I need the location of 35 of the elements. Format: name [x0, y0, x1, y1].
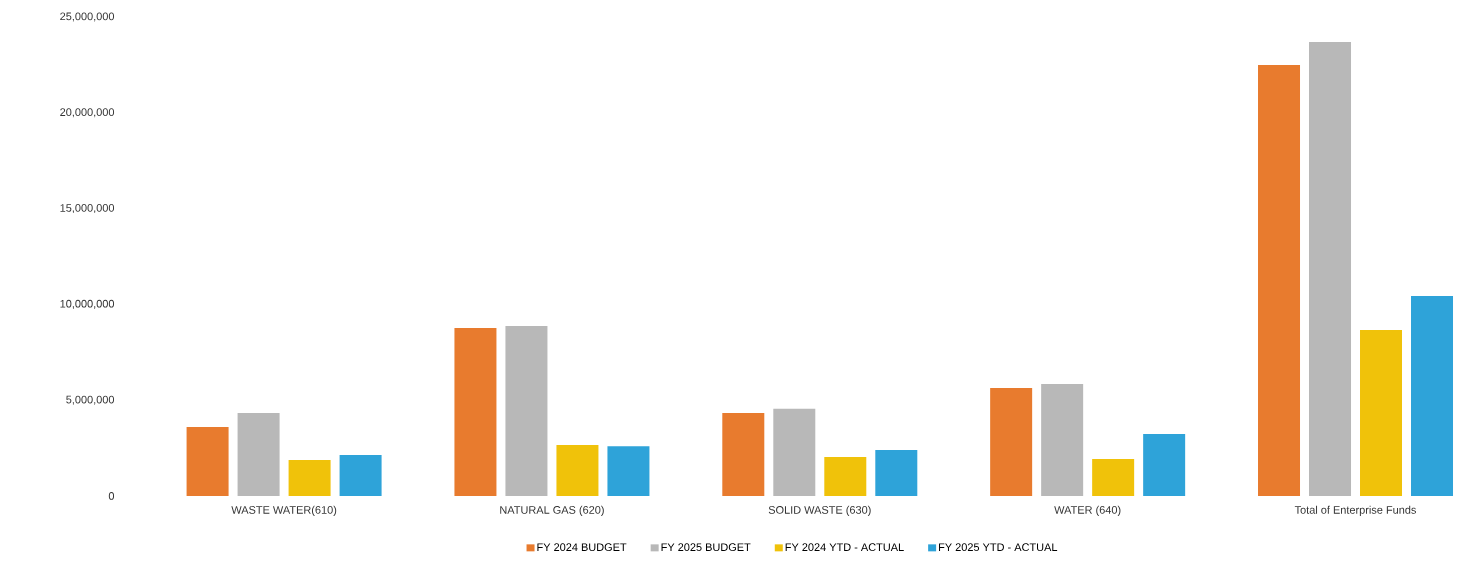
bar [824, 456, 867, 496]
y-tick-label: 15,000,000 [60, 204, 115, 214]
bar [607, 446, 650, 496]
x-tick-label: WASTE WATER(610) [231, 505, 337, 516]
bar [288, 459, 331, 496]
y-tick-label: 5,000,000 [66, 395, 115, 405]
y-tick-label: 20,000,000 [60, 108, 115, 118]
bar [1360, 330, 1403, 496]
bar [186, 427, 229, 496]
y-tick-label: 0 [108, 492, 115, 500]
legend-label: FY 2024 YTD - ACTUAL [785, 543, 904, 552]
bar [556, 445, 599, 496]
bar [505, 326, 548, 496]
x-tick-label: WATER (640) [1054, 505, 1121, 516]
legend-label: FY 2024 BUDGET [537, 543, 627, 552]
bar [1258, 64, 1301, 496]
bar [1041, 383, 1084, 496]
legend-label: FY 2025 BUDGET [661, 543, 751, 552]
bar [1309, 41, 1352, 496]
bar [875, 450, 918, 496]
bar [454, 327, 497, 496]
bar [237, 413, 280, 496]
bar [1143, 433, 1186, 496]
bar [1411, 295, 1454, 496]
bar [990, 387, 1033, 496]
legend-label: FY 2025 YTD - ACTUAL [939, 543, 1058, 552]
bar [1092, 459, 1135, 496]
y-tick-label: 25,000,000 [60, 12, 115, 22]
bar [722, 413, 765, 496]
bar [339, 454, 382, 496]
x-tick-label: Total of Enterprise Funds [1294, 505, 1416, 516]
bar [773, 408, 816, 496]
y-tick-label: 10,000,000 [60, 299, 115, 309]
x-tick-label: SOLID WASTE (630) [768, 505, 871, 516]
x-tick-label: NATURAL GAS (620) [500, 505, 604, 516]
